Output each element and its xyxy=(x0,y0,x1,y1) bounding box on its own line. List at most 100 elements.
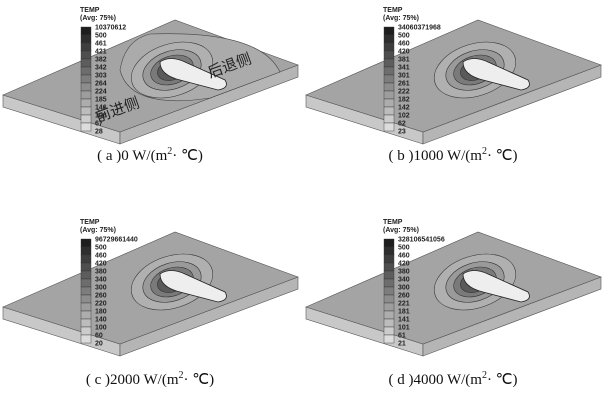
legend-swatch xyxy=(81,263,91,271)
legend-swatch xyxy=(81,51,91,59)
legend-label: 340 xyxy=(95,277,107,284)
legend-label: 96729661440 xyxy=(95,237,138,244)
legend-label: 420 xyxy=(398,49,410,56)
legend-label: 382 xyxy=(95,57,107,64)
legend-swatch xyxy=(384,239,394,247)
legend-label: 60 xyxy=(95,333,103,340)
legend-swatch xyxy=(384,75,394,83)
legend-label: 500 xyxy=(95,33,107,40)
legend-label: 23 xyxy=(398,129,406,136)
legend-subtitle: (Avg: 75%) xyxy=(80,227,116,234)
legend-label: 21 xyxy=(398,341,406,348)
legend-title: TEMP xyxy=(80,7,100,14)
legend-swatch xyxy=(81,91,91,99)
legend-subtitle: (Avg: 75%) xyxy=(383,15,419,22)
legend-title: TEMP xyxy=(80,219,100,226)
legend-label: 180 xyxy=(95,309,107,316)
legend-label: 224 xyxy=(95,89,107,96)
caption: ( a )0 W/(m2· ℃) xyxy=(97,146,203,164)
legend-label: 460 xyxy=(95,253,107,260)
legend-label: 181 xyxy=(398,309,410,316)
legend-label: 62 xyxy=(398,121,406,128)
legend-subtitle: (Avg: 75%) xyxy=(383,227,419,234)
legend-swatch xyxy=(384,271,394,279)
legend-label: 102 xyxy=(398,113,410,120)
panel: TEMP(Avg: 75%)32810654105650046042038034… xyxy=(306,219,601,388)
legend-swatch xyxy=(384,107,394,115)
legend-swatch xyxy=(384,67,394,75)
caption-unit: · ℃) xyxy=(172,148,203,164)
caption-label: ( a ) xyxy=(97,148,121,164)
legend-swatch xyxy=(81,327,91,335)
legend-swatch xyxy=(81,27,91,35)
legend-label: 301 xyxy=(398,73,410,80)
caption-unit: · ℃) xyxy=(487,148,518,164)
legend-label: 303 xyxy=(95,73,107,80)
legend-label: 221 xyxy=(398,301,410,308)
legend-swatch xyxy=(384,255,394,263)
legend-swatch xyxy=(81,43,91,51)
legend-label: 260 xyxy=(95,293,107,300)
legend-label: 261 xyxy=(398,81,410,88)
legend-swatch xyxy=(81,271,91,279)
legend-title: TEMP xyxy=(383,219,403,226)
legend-swatch xyxy=(81,115,91,123)
legend-label: 61 xyxy=(398,333,406,340)
legend-label: 500 xyxy=(398,33,410,40)
legend-swatch xyxy=(81,83,91,91)
caption-label: ( d ) xyxy=(388,372,413,388)
legend-swatch xyxy=(384,263,394,271)
legend-label: 340 xyxy=(398,277,410,284)
panel: TEMP(Avg: 75%)34060371968500460420381341… xyxy=(306,7,601,164)
caption-text: 1000 W/(m xyxy=(413,148,482,164)
caption-unit: · ℃) xyxy=(487,372,518,388)
legend-swatch xyxy=(384,279,394,287)
legend-swatch xyxy=(81,75,91,83)
caption-unit: · ℃) xyxy=(184,372,215,388)
legend-label: 500 xyxy=(398,245,410,252)
legend-swatch xyxy=(81,67,91,75)
legend-swatch xyxy=(81,255,91,263)
caption-text: 2000 W/(m xyxy=(110,372,179,388)
legend-label: 100 xyxy=(95,325,107,332)
legend-swatch xyxy=(384,27,394,35)
legend-label: 101 xyxy=(398,325,410,332)
legend-label: 380 xyxy=(398,269,410,276)
legend-label: 222 xyxy=(398,89,410,96)
legend-swatch xyxy=(384,115,394,123)
legend-swatch xyxy=(81,295,91,303)
legend-swatch xyxy=(81,311,91,319)
caption-label: ( c ) xyxy=(86,372,110,388)
legend-label: 500 xyxy=(95,245,107,252)
legend-label: 264 xyxy=(95,81,107,88)
legend-swatch xyxy=(384,51,394,59)
legend-label: 182 xyxy=(398,97,410,104)
legend-swatch xyxy=(384,295,394,303)
legend-swatch xyxy=(81,287,91,295)
legend-label: 34060371968 xyxy=(398,25,441,32)
legend-swatch xyxy=(81,279,91,287)
legend-swatch xyxy=(81,319,91,327)
legend-swatch xyxy=(81,59,91,67)
legend-label: 461 xyxy=(95,41,107,48)
legend-swatch xyxy=(384,287,394,295)
legend-title: TEMP xyxy=(383,7,403,14)
legend-swatch xyxy=(384,59,394,67)
legend-swatch xyxy=(384,99,394,107)
legend-label: 10370612 xyxy=(95,25,126,32)
caption: ( d )4000 W/(m2· ℃) xyxy=(388,370,517,388)
legend-label: 420 xyxy=(398,261,410,268)
legend-swatch xyxy=(384,327,394,335)
legend-swatch xyxy=(384,35,394,43)
legend-label: 381 xyxy=(398,57,410,64)
legend-swatch xyxy=(81,35,91,43)
legend-label: 20 xyxy=(95,341,103,348)
legend-label: 185 xyxy=(95,97,107,104)
legend-swatch xyxy=(384,335,394,343)
legend-swatch xyxy=(384,123,394,131)
caption: ( b )1000 W/(m2· ℃) xyxy=(388,146,517,164)
legend-label: 460 xyxy=(398,41,410,48)
legend-swatch xyxy=(81,247,91,255)
legend-label: 260 xyxy=(398,293,410,300)
legend-swatch xyxy=(384,319,394,327)
